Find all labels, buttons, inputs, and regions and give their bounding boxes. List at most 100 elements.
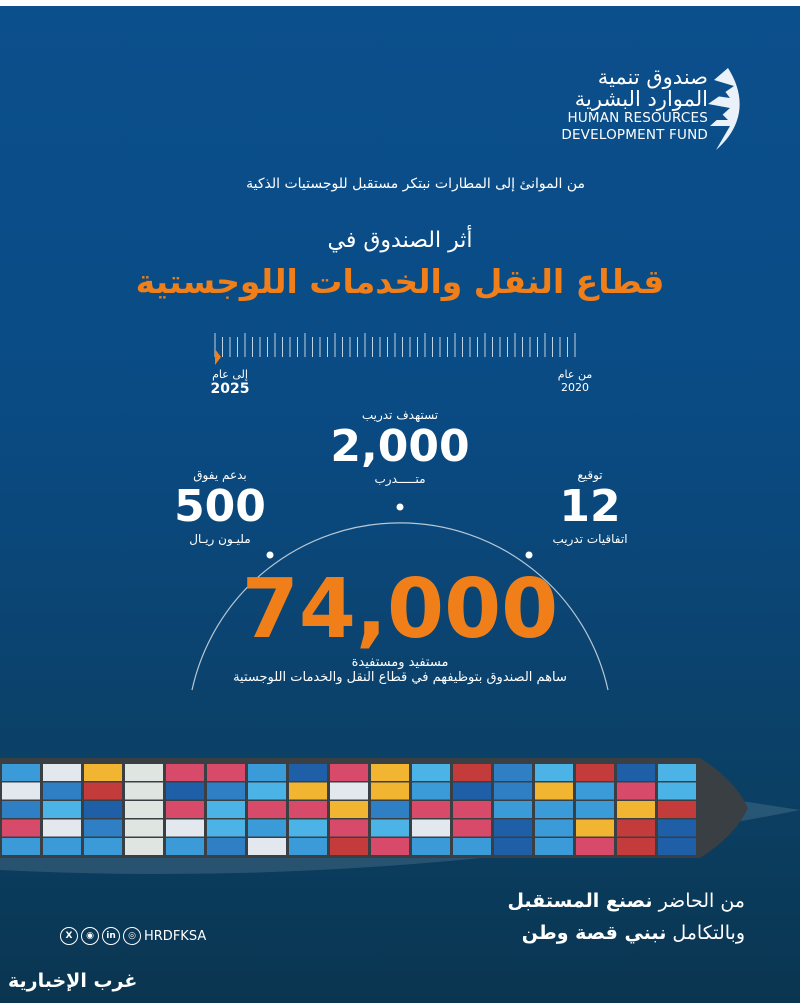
container (371, 782, 409, 800)
container (166, 819, 204, 837)
container (371, 801, 409, 818)
container (658, 764, 696, 781)
watermark: غرب الإخبارية (8, 970, 138, 992)
container (84, 838, 122, 855)
container (43, 819, 81, 837)
container (330, 838, 368, 855)
container (289, 838, 327, 855)
timeline (214, 333, 576, 365)
logo-english-1: HUMAN RESOURCES (567, 110, 708, 127)
container (289, 764, 327, 781)
container (658, 801, 696, 818)
container (412, 801, 450, 818)
container (535, 764, 573, 781)
container (166, 838, 204, 855)
container (453, 764, 491, 781)
container (535, 819, 573, 837)
container (125, 764, 163, 781)
stat-value: 500 (174, 481, 266, 532)
container (248, 838, 286, 855)
snapchat-icon[interactable]: ◉ (81, 927, 99, 945)
container (166, 801, 204, 818)
stat-caption: توقيع (577, 468, 603, 482)
slogan-bold: نصنع المستقبل (507, 890, 653, 912)
slogan-regular: وبالتكامل (666, 922, 745, 944)
container (617, 838, 655, 855)
logo-english-2: DEVELOPMENT FUND (561, 126, 708, 143)
container (576, 801, 614, 818)
container (617, 819, 655, 837)
container (289, 801, 327, 818)
container (535, 801, 573, 818)
container (371, 764, 409, 781)
timeline-end-year: 2025 (210, 381, 250, 397)
timeline-end-label: إلى عام (212, 368, 248, 381)
container (43, 782, 81, 800)
stat-value: 74,000 (241, 562, 559, 657)
container (658, 819, 696, 837)
container (2, 782, 40, 800)
container (453, 782, 491, 800)
container (125, 838, 163, 855)
social-links: X ◉ in ◎ HRDFKSA (60, 927, 206, 945)
container (330, 764, 368, 781)
container (453, 838, 491, 855)
container (43, 801, 81, 818)
subtitle: أثر الصندوق في (327, 228, 473, 253)
timeline-end: إلى عام 2025 (200, 368, 260, 397)
container (453, 819, 491, 837)
logo-arabic-1: صندوق تنمية (597, 65, 708, 89)
container (658, 782, 696, 800)
container (125, 819, 163, 837)
arc-dot (396, 503, 404, 511)
container (535, 838, 573, 855)
tagline: من الموانئ إلى المطارات نبتكر مستقبل للو… (246, 176, 585, 192)
container (125, 801, 163, 818)
stat-trainees: تستهدف تدريب 2,000 متـــــدرب (300, 408, 500, 486)
container (43, 838, 81, 855)
container (535, 782, 573, 800)
container (207, 801, 245, 818)
container (371, 819, 409, 837)
container (412, 782, 450, 800)
linkedin-icon[interactable]: in (102, 927, 120, 945)
container (494, 782, 532, 800)
x-icon[interactable]: X (60, 927, 78, 945)
container (43, 764, 81, 781)
container (576, 764, 614, 781)
container (2, 838, 40, 855)
stat-unit: اتفاقيات تدريب (552, 532, 628, 546)
stat-beneficiaries: 74,000 مستفيد ومستفيدة ساهم الصندوق بتوظ… (150, 562, 650, 686)
container (2, 801, 40, 818)
container (658, 838, 696, 855)
arc-dot (266, 551, 274, 559)
instagram-icon[interactable]: ◎ (123, 927, 141, 945)
container (207, 838, 245, 855)
container (289, 819, 327, 837)
container (84, 801, 122, 818)
container (289, 782, 327, 800)
container (494, 838, 532, 855)
container (207, 819, 245, 837)
container (576, 838, 614, 855)
container (494, 819, 532, 837)
container (330, 819, 368, 837)
stat-value: 12 (559, 481, 621, 532)
timeline-start-year: 2020 (561, 381, 589, 394)
container (125, 782, 163, 800)
hrdf-logo-icon (708, 68, 740, 150)
container (330, 782, 368, 800)
container (453, 801, 491, 818)
container (248, 819, 286, 837)
container (617, 801, 655, 818)
stat-caption: تستهدف تدريب (361, 408, 439, 422)
container (166, 782, 204, 800)
container (412, 819, 450, 837)
container (207, 782, 245, 800)
container (84, 819, 122, 837)
top-border (0, 0, 800, 6)
container (576, 782, 614, 800)
slogan-line-2: وبالتكامل نبني قصة وطن (522, 922, 745, 944)
container (207, 764, 245, 781)
container (330, 801, 368, 818)
